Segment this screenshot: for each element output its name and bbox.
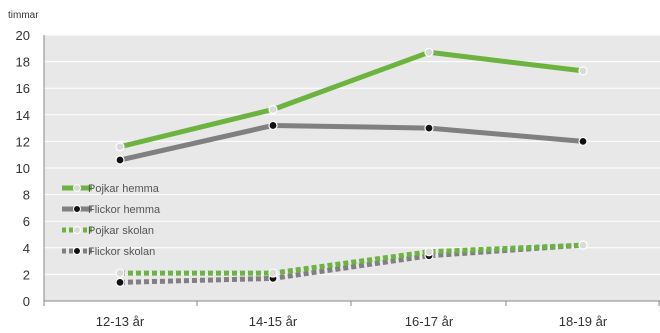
- series-line-1: [119, 122, 584, 163]
- y-axis-label: timmar: [8, 10, 39, 21]
- x-tick-label: 14-15 år: [249, 314, 298, 329]
- series-line-0: [119, 49, 584, 150]
- data-point: [578, 240, 588, 250]
- axes: [43, 35, 660, 302]
- y-tick-label: 18: [16, 55, 30, 70]
- legend: Pojkar hemma Flickor hemma Pojkar skolan Fl…: [62, 183, 161, 258]
- x-dividers: [43, 301, 660, 306]
- series-group: [115, 47, 588, 287]
- y-tick-label: 16: [16, 81, 30, 96]
- data-point: [578, 136, 588, 146]
- data-point: [268, 104, 278, 115]
- y-tick-label: 0: [23, 294, 30, 309]
- data-point: [115, 155, 125, 165]
- legend-label: Pojkar hemma: [88, 183, 160, 195]
- x-tick-labels: 12-13 år 14-15 år 16-17 år 18-19 år: [96, 314, 608, 329]
- data-point: [115, 268, 125, 278]
- data-point: [424, 123, 434, 133]
- legend-marker: [73, 247, 81, 255]
- y-tick-label: 2: [23, 267, 30, 282]
- legend-marker: [73, 205, 81, 213]
- series-line-2: [120, 242, 584, 276]
- x-tick-label: 18-19 år: [559, 314, 608, 329]
- data-point: [115, 277, 125, 287]
- legend-label: Pojkar skolan: [88, 225, 154, 237]
- y-tick-label: 10: [16, 161, 30, 176]
- data-point: [115, 142, 125, 152]
- data-point: [424, 247, 434, 257]
- legend-label: Flickor hemma: [88, 204, 161, 216]
- data-point: [424, 47, 434, 57]
- y-tick-labels: 0 2 4 6 8 10 12 14 16 18 20: [16, 28, 30, 309]
- x-tick-label: 12-13 år: [96, 314, 145, 329]
- x-tick-label: 16-17 år: [405, 314, 454, 329]
- y-tick-label: 20: [16, 28, 30, 43]
- data-point: [268, 120, 278, 131]
- y-tick-label: 14: [16, 108, 30, 123]
- data-point: [578, 66, 588, 76]
- legend-marker: [73, 226, 81, 234]
- y-tick-label: 8: [23, 188, 30, 203]
- data-point: [268, 268, 278, 278]
- grid-lines: [44, 34, 660, 275]
- legend-marker: [73, 184, 81, 192]
- y-tick-label: 12: [16, 134, 30, 149]
- y-tick-label: 4: [23, 241, 30, 256]
- y-tick-label: 6: [23, 214, 30, 229]
- legend-label: Flickor skolan: [88, 246, 155, 258]
